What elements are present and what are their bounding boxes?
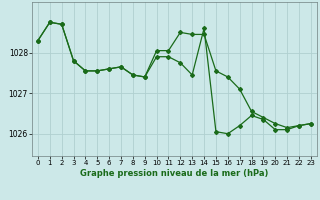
X-axis label: Graphe pression niveau de la mer (hPa): Graphe pression niveau de la mer (hPa): [80, 169, 268, 178]
